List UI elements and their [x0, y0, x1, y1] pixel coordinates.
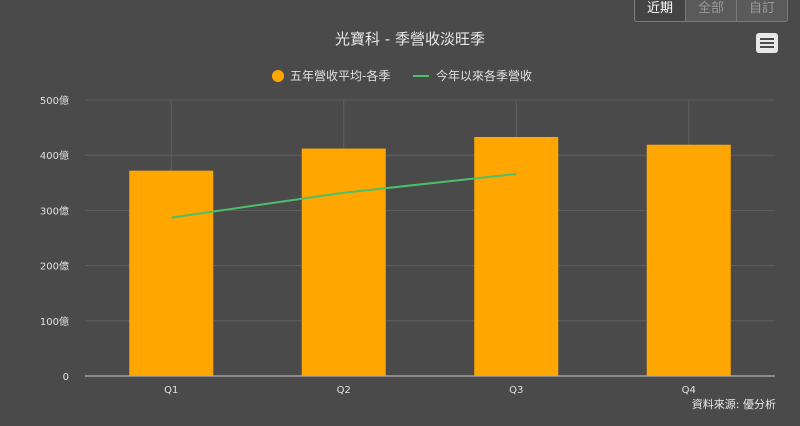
hamburger-menu-icon[interactable] [756, 33, 778, 53]
legend-line-label: 今年以來各季營收 [436, 68, 532, 83]
bar-q1[interactable] [129, 170, 214, 376]
y-tick-label-1: 100億 [40, 315, 69, 328]
bar-q3[interactable] [474, 136, 559, 376]
x-axis-labels: Q1 Q2 Q3 Q4 [164, 385, 696, 396]
line-current-year[interactable] [171, 172, 517, 219]
y-axis-labels: 0 100億 200億 300億 400億 500億 [40, 94, 69, 383]
legend-item-bar[interactable]: 五年營收平均-各季 [272, 68, 390, 83]
legend-bar-label: 五年營收平均-各季 [290, 68, 390, 83]
line-series [171, 172, 517, 219]
range-tab-custom[interactable]: 自訂 [735, 0, 787, 21]
bar-q2[interactable] [301, 148, 386, 376]
x-tick-label-q3: Q3 [509, 385, 523, 396]
legend-bar-marker [272, 70, 284, 82]
chart-title: 光寶科 - 季營收淡旺季 [335, 30, 485, 48]
range-selector: 近期 全部 自訂 [633, 0, 788, 22]
y-tick-label-2: 200億 [40, 260, 69, 273]
x-tick-label-q4: Q4 [682, 385, 696, 396]
legend: 五年營收平均-各季 今年以來各季營收 [272, 68, 532, 83]
source-note: 資料來源: 優分析 [692, 397, 776, 411]
x-tick-label-q2: Q2 [337, 385, 351, 396]
range-tab-recent[interactable]: 近期 [634, 0, 685, 21]
bars [129, 136, 731, 376]
y-tick-label-4: 400億 [40, 149, 69, 162]
y-tick-label-3: 300億 [40, 204, 69, 217]
y-tick-label-5: 500億 [40, 94, 69, 107]
y-tick-label-0: 0 [63, 372, 69, 383]
range-tab-all[interactable]: 全部 [684, 0, 736, 21]
x-tick-label-q1: Q1 [164, 385, 178, 396]
bar-q4[interactable] [646, 144, 731, 376]
legend-item-line[interactable]: 今年以來各季營收 [413, 68, 532, 83]
